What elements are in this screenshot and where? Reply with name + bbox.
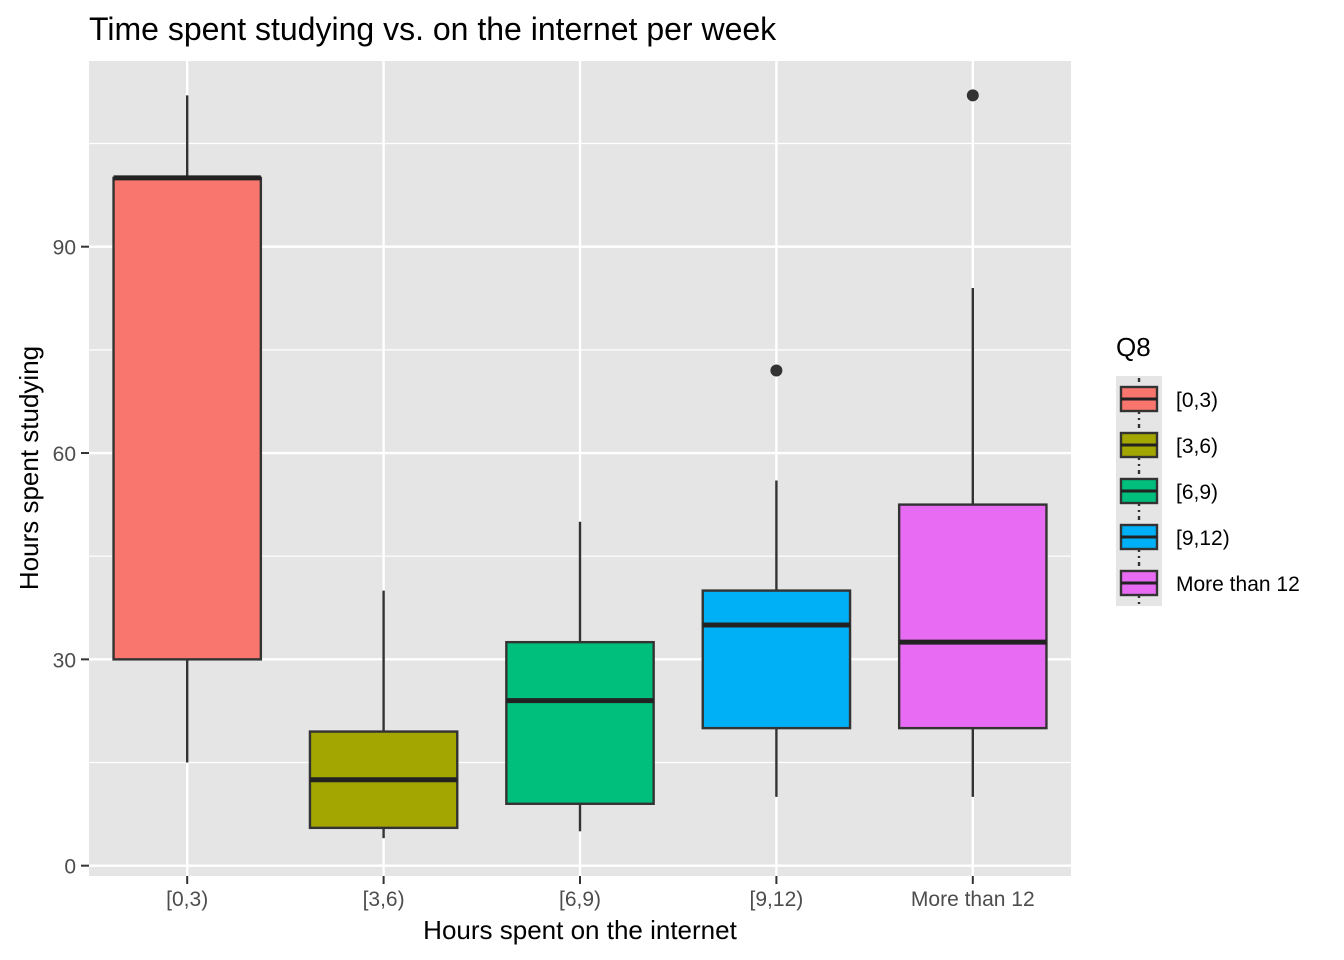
box-iqr xyxy=(505,640,655,805)
chart-title: Time spent studying vs. on the internet … xyxy=(89,11,777,47)
x-tick-label: [9,12) xyxy=(750,888,804,911)
outlier-point xyxy=(770,364,783,377)
x-tick-label: [3,6) xyxy=(363,888,405,911)
legend-label: [3,6) xyxy=(1176,435,1218,458)
legend-label: [0,3) xyxy=(1176,389,1218,412)
x-tick-label: [0,3) xyxy=(166,888,208,911)
x-tick-label: [6,9) xyxy=(559,888,601,911)
x-axis-title: Hours spent on the internet xyxy=(423,915,737,945)
axes-layer: 0 30 60 90 [0,3) [3,6) [6,9) [9,12) More than 12 xyxy=(53,237,1035,911)
legend-label: [6,9) xyxy=(1176,481,1218,504)
y-tick-label: 90 xyxy=(53,237,76,260)
y-tick-label: 0 xyxy=(64,856,76,879)
y-axis-title: Hours spent studying xyxy=(14,346,44,590)
box-iqr xyxy=(897,503,1048,730)
legend-label: More than 12 xyxy=(1176,573,1300,596)
outlier-point xyxy=(966,89,979,102)
y-tick-label: 30 xyxy=(53,649,76,672)
box-iqr xyxy=(701,589,852,730)
box-iqr xyxy=(112,176,263,661)
y-tick-label: 60 xyxy=(53,443,76,466)
legend-label: [9,12) xyxy=(1176,527,1230,550)
x-tick-label: More than 12 xyxy=(911,888,1035,911)
legend: Q8 [0,3) [3,6) [6,9) [9,12) More than 12 xyxy=(1116,332,1300,606)
boxes-layer xyxy=(112,89,1048,839)
legend-title: Q8 xyxy=(1116,332,1151,362)
